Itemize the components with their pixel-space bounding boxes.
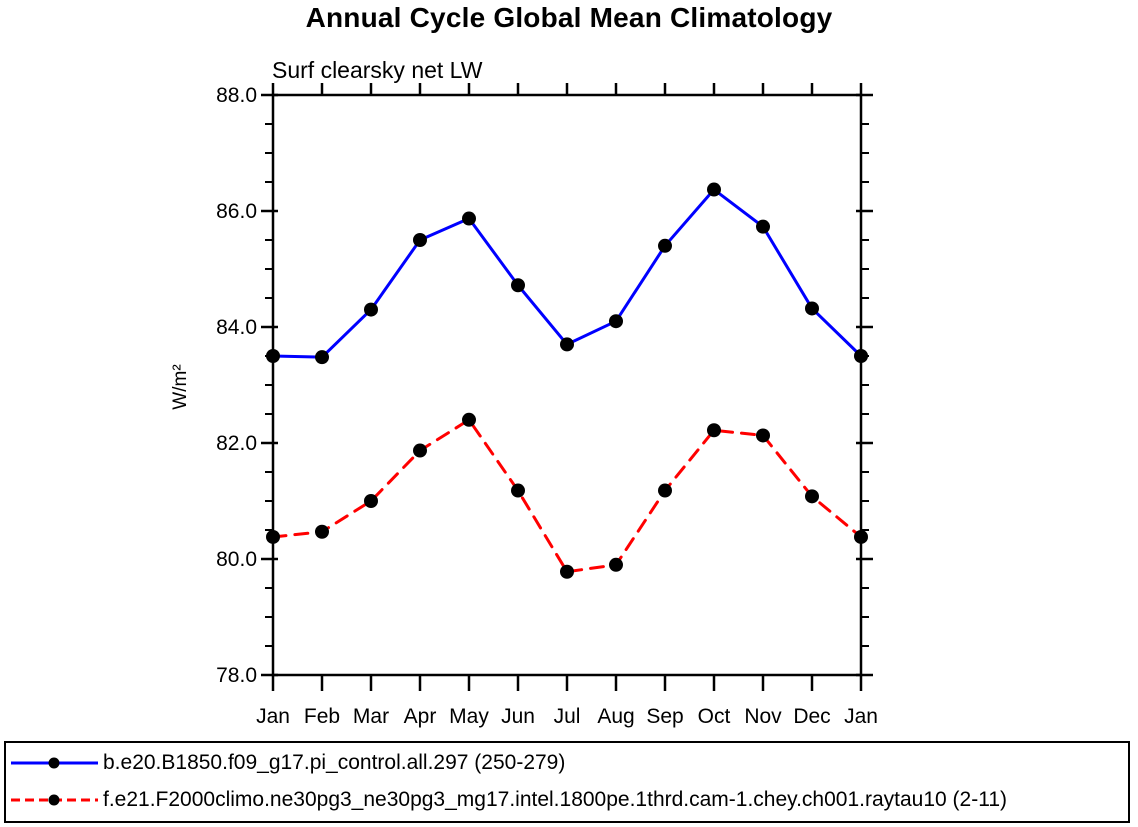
x-tick-label: Dec	[793, 705, 830, 728]
series1-marker	[364, 302, 378, 317]
legend-label-series1: b.e20.B1850.f09_g17.pi_control.all.297 (…	[103, 751, 566, 774]
x-tick-label: Jan	[256, 705, 290, 728]
plot-box	[271, 93, 863, 677]
series2-marker	[462, 412, 476, 427]
x-tick-label: May	[449, 705, 489, 728]
x-tick-label: Jan	[844, 705, 878, 728]
series1-marker	[413, 233, 427, 247]
series2-marker	[854, 529, 868, 544]
x-tick-label: Apr	[404, 705, 437, 728]
y-tick-label: 86.0	[216, 200, 257, 223]
series1-marker	[805, 301, 819, 316]
x-tick-label: Aug	[597, 705, 634, 728]
series1-line-sample	[11, 757, 98, 769]
x-tick-label: Feb	[304, 705, 340, 728]
series2-marker	[707, 423, 721, 438]
x-tick-label: Mar	[353, 705, 389, 728]
series1-marker	[511, 278, 525, 293]
legend-box: b.e20.B1850.f09_g17.pi_control.all.297 (…	[4, 741, 1130, 823]
x-tick-label: Jul	[554, 705, 581, 728]
series1-line	[271, 188, 863, 359]
x-tick-label: Jun	[501, 705, 535, 728]
series2-line-sample	[11, 794, 98, 806]
x-tick-label: Sep	[646, 705, 683, 728]
y-tick-label: 82.0	[216, 432, 257, 455]
series2-marker	[266, 529, 280, 544]
series1-marker	[315, 350, 329, 365]
series2-marker	[658, 483, 672, 498]
plot-area: 78.0 80.0 82.0 84.0 86.0 88.0 Jan Feb Mar Apr May J…	[216, 83, 878, 728]
legend-label-series2: f.e21.F2000climo.ne30pg3_ne30pg3_mg17.in…	[103, 788, 1008, 811]
series2-marker	[364, 494, 378, 508]
series2-marker	[560, 564, 574, 579]
series2-marker	[805, 489, 819, 504]
series1-marker	[854, 349, 868, 363]
x-tick-label: Oct	[698, 705, 731, 728]
chart-subtitle: Surf clearsky net LW	[272, 57, 483, 83]
series2-marker-sample	[48, 794, 60, 806]
series2-marker	[511, 483, 525, 498]
y-tick-label: 84.0	[216, 316, 257, 339]
series2-marker	[756, 428, 770, 443]
legend-entry-series1: b.e20.B1850.f09_g17.pi_control.all.297 (…	[10, 751, 1126, 775]
series2-marker	[315, 524, 329, 539]
series1-marker	[707, 182, 721, 197]
series1-marker	[609, 314, 623, 329]
legend-entry-series2: f.e21.F2000climo.ne30pg3_ne30pg3_mg17.in…	[10, 788, 1126, 812]
series1-marker-sample	[48, 757, 60, 769]
series1-marker	[560, 337, 574, 352]
series2-marker	[609, 557, 623, 572]
y-tick-label: 88.0	[216, 84, 257, 107]
y-tick-label: 80.0	[216, 548, 257, 571]
x-tick-label: Nov	[744, 705, 782, 728]
series1-marker	[266, 349, 280, 363]
series1-marker	[658, 238, 672, 253]
y-tick-label: 78.0	[216, 664, 257, 687]
series1-marker	[756, 219, 770, 234]
series2-marker	[413, 443, 427, 458]
series1-marker	[462, 211, 476, 226]
chart-title: Annual Cycle Global Mean Climatology	[305, 2, 833, 33]
series2-line	[271, 418, 863, 574]
